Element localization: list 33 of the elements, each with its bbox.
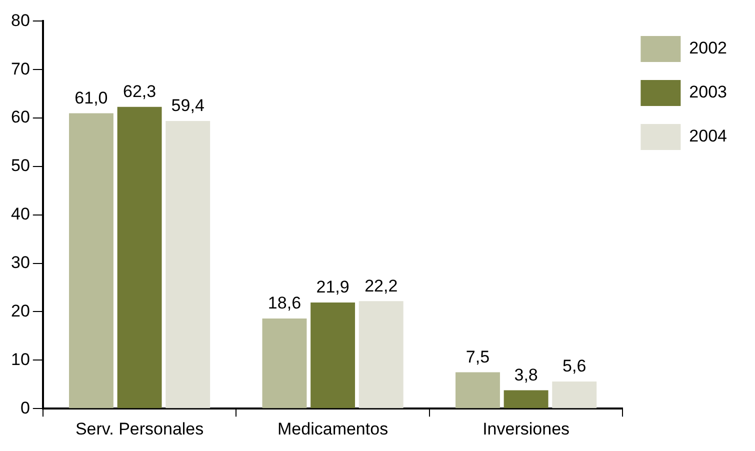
legend-label: 2004 xyxy=(689,126,728,146)
y-tick-label: 20 xyxy=(10,301,30,320)
bar xyxy=(504,390,548,408)
x-tick-label: Inversiones xyxy=(482,419,570,438)
y-tick-label: 0 xyxy=(20,398,30,418)
y-tick-label: 30 xyxy=(10,253,30,272)
data-label: 62,3 xyxy=(122,82,156,102)
bar xyxy=(552,381,597,408)
legend-label: 2002 xyxy=(689,38,728,58)
x-tick-label: Medicamentos xyxy=(278,419,388,438)
data-label: 5,6 xyxy=(562,356,586,376)
data-label: 59,4 xyxy=(171,96,204,116)
y-tick-label: 50 xyxy=(10,156,30,176)
bar xyxy=(166,120,210,408)
data-label: 7,5 xyxy=(466,347,490,366)
legend-label: 2003 xyxy=(689,82,728,102)
y-tick-label: 60 xyxy=(10,108,30,127)
bar xyxy=(69,113,114,408)
data-label: 22,2 xyxy=(364,276,398,296)
bar xyxy=(310,302,356,408)
data-label: 3,8 xyxy=(514,365,538,384)
data-label: 21,9 xyxy=(316,278,350,297)
bar xyxy=(262,318,307,408)
y-tick-label: 80 xyxy=(10,10,30,30)
bar xyxy=(117,106,162,408)
bar xyxy=(456,372,500,408)
x-tick-label: Serv. Personales xyxy=(75,419,204,438)
bar xyxy=(358,301,404,408)
y-tick-label: 40 xyxy=(10,204,30,224)
y-tick-label: 70 xyxy=(10,59,30,78)
data-label: 61,0 xyxy=(74,88,108,108)
data-label: 18,6 xyxy=(268,294,302,313)
y-tick-label: 10 xyxy=(10,350,30,369)
